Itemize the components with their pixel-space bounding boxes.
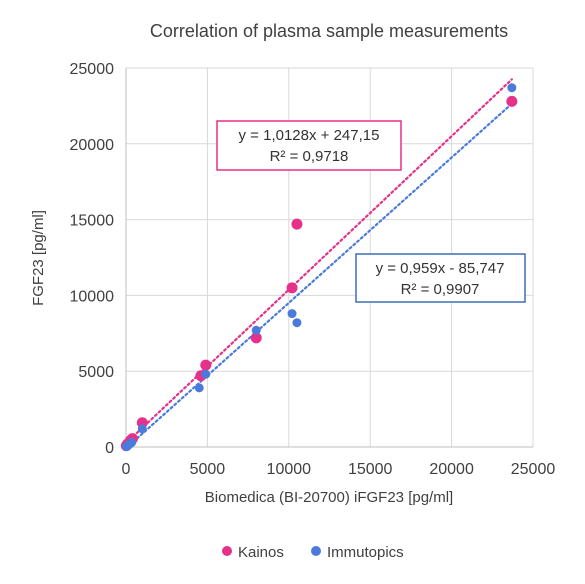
- data-points: [120, 83, 518, 452]
- immutopics-equation: y = 0,959x - 85,747: [376, 260, 505, 277]
- y-tick-label: 0: [105, 440, 114, 457]
- y-tick-label: 25000: [70, 61, 115, 78]
- x-tick-label: 10000: [267, 461, 312, 478]
- legend-marker-immutopics: [311, 546, 321, 556]
- x-tick-label: 25000: [511, 461, 556, 478]
- y-tick-label: 15000: [70, 213, 115, 230]
- data-point-kainos: [200, 359, 212, 371]
- data-point-kainos: [250, 332, 262, 344]
- legend-label-kainos: Kainos: [238, 544, 284, 561]
- data-point-immutopics: [251, 325, 261, 335]
- data-point-kainos: [291, 218, 303, 230]
- data-point-kainos: [286, 282, 298, 294]
- x-tick-label: 15000: [348, 461, 393, 478]
- legend: Kainos Immutopics: [222, 544, 404, 561]
- data-point-immutopics: [287, 309, 297, 319]
- x-tick-label: 20000: [429, 461, 474, 478]
- data-point-immutopics: [201, 369, 211, 379]
- axes: [125, 68, 533, 448]
- immutopics-equation-box: y = 0,959x - 85,747 R² = 0,9907: [355, 253, 526, 303]
- data-point-immutopics: [507, 83, 517, 93]
- kainos-r2: R² = 0,9718: [270, 148, 349, 165]
- immutopics-r2: R² = 0,9907: [401, 281, 480, 298]
- x-tick-label: 0: [122, 461, 131, 478]
- trendlines: [124, 78, 513, 450]
- trendline-kainos: [124, 78, 513, 445]
- y-tick-label: 20000: [70, 137, 115, 154]
- x-axis-title: Biomedica (BI-20700) iFGF23 [pg/ml]: [205, 489, 453, 506]
- legend-label-immutopics: Immutopics: [327, 544, 404, 561]
- data-point-immutopics: [137, 424, 147, 434]
- trendline-immutopics: [124, 102, 513, 450]
- y-axis-title: FGF23 [pg/ml]: [30, 210, 47, 306]
- y-tick-label: 10000: [70, 288, 115, 305]
- kainos-equation-box: y = 1,0128x + 247,15 R² = 0,9718: [216, 120, 402, 171]
- data-point-immutopics: [127, 437, 137, 447]
- data-point-immutopics: [194, 383, 204, 393]
- kainos-equation: y = 1,0128x + 247,15: [239, 127, 380, 144]
- legend-marker-kainos: [222, 546, 232, 556]
- data-point-immutopics: [292, 318, 302, 328]
- y-tick-label: 5000: [78, 364, 114, 381]
- data-point-kainos: [506, 95, 518, 107]
- x-tick-label: 5000: [190, 461, 226, 478]
- chart-title: Correlation of plasma sample measurement…: [150, 21, 508, 41]
- tick-labels: 0 5000 10000 15000 20000 25000 0 5000 10000 15000…: [70, 61, 556, 478]
